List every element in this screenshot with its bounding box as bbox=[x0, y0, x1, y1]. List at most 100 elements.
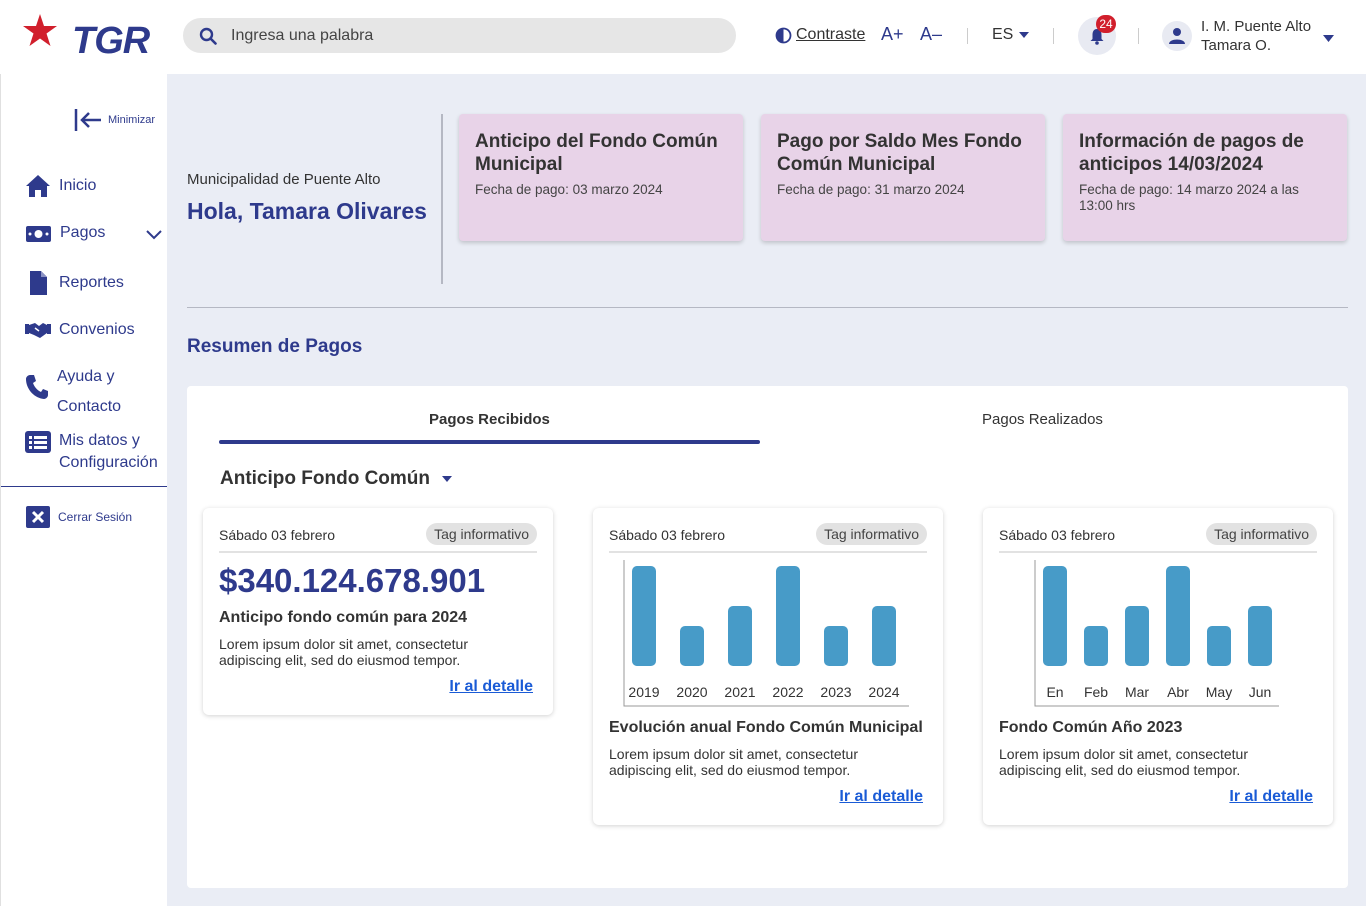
chart-card: Sábado 03 febrero Tag informativo En Feb M… bbox=[983, 508, 1333, 825]
close-icon bbox=[26, 506, 50, 528]
x-tick-label: Mar bbox=[1125, 684, 1149, 700]
greeting-divider bbox=[441, 114, 443, 284]
header-divider bbox=[1138, 28, 1139, 44]
x-tick-label: 2020 bbox=[676, 684, 707, 700]
contrast-toggle[interactable]: Contraste bbox=[775, 26, 865, 44]
chart-bar bbox=[776, 566, 800, 666]
fund-dropdown[interactable]: Anticipo Fondo Común bbox=[220, 468, 453, 490]
chart-bar bbox=[1084, 626, 1108, 666]
tab-pagos-realizados[interactable]: Pagos Realizados bbox=[982, 411, 1103, 428]
chart-bar bbox=[632, 566, 656, 666]
contrast-icon bbox=[775, 27, 792, 43]
active-tab-indicator bbox=[219, 440, 760, 444]
card-title: Fondo Común Año 2023 bbox=[999, 719, 1183, 736]
sidebar-item-convenios[interactable]: Convenios bbox=[25, 320, 135, 341]
detail-link[interactable]: Ir al detalle bbox=[1229, 788, 1313, 805]
search-bar bbox=[183, 18, 736, 53]
tgr-logo[interactable]: TGR bbox=[22, 12, 150, 62]
user-menu[interactable]: I. M. Puente Alto Tamara O. bbox=[1162, 17, 1335, 55]
x-tick-label: 2019 bbox=[628, 684, 659, 700]
card-description: Lorem ipsum dolor sit amet, consectetur … bbox=[999, 746, 1248, 778]
card-date: Sábado 03 febrero bbox=[609, 527, 725, 543]
notifications-button[interactable]: 24 bbox=[1078, 15, 1116, 55]
info-tag: Tag informativo bbox=[426, 523, 537, 545]
font-increase-button[interactable]: A+ bbox=[881, 24, 904, 44]
font-decrease-button[interactable]: A– bbox=[920, 24, 943, 44]
notice-card[interactable]: Pago por Saldo Mes Fondo Común Municipal… bbox=[761, 114, 1045, 241]
user-org: I. M. Puente Alto bbox=[1201, 18, 1312, 35]
chevron-down-icon[interactable] bbox=[146, 230, 162, 240]
amount-card: Sábado 03 febrero Tag informativo $340.1… bbox=[203, 508, 553, 715]
card-title: Anticipo fondo común para 2024 bbox=[219, 609, 468, 626]
notice-card[interactable]: Información de pagos de anticipos 14/03/… bbox=[1063, 114, 1347, 241]
x-tick-label: May bbox=[1206, 684, 1232, 700]
monthly-bar-chart: En Feb Mar Abr May Jun bbox=[1034, 560, 1279, 707]
info-tag: Tag informativo bbox=[816, 523, 927, 545]
chart-axis bbox=[623, 560, 909, 707]
sidebar: Minimizar Inicio Pagos Reportes bbox=[0, 74, 168, 906]
logo-text: TGR bbox=[72, 20, 150, 62]
notification-badge: 24 bbox=[1096, 15, 1116, 33]
chart-bar bbox=[1248, 606, 1272, 666]
section-title: Resumen de Pagos bbox=[187, 336, 363, 357]
dropdown-label: Anticipo Fondo Común bbox=[220, 468, 431, 489]
sidebar-item-reportes[interactable]: Reportes bbox=[25, 270, 124, 296]
logout-label: Cerrar Sesión bbox=[58, 510, 133, 524]
card-header: Sábado 03 febrero Tag informativo bbox=[609, 521, 927, 553]
caret-down-icon bbox=[1323, 34, 1335, 42]
tab-pagos-recibidos[interactable]: Pagos Recibidos bbox=[429, 411, 550, 428]
label-line: Contacto bbox=[57, 398, 122, 415]
x-tick-label: Jun bbox=[1249, 684, 1272, 700]
sidebar-item-inicio[interactable]: Inicio bbox=[25, 174, 96, 198]
notice-subtitle: Fecha de pago: 14 marzo 2024 a las 13:00… bbox=[1079, 182, 1299, 213]
chart-bar bbox=[1043, 566, 1067, 666]
sidebar-item-mis-datos[interactable]: Mis datos y Configuración bbox=[25, 430, 158, 474]
phone-icon bbox=[26, 375, 48, 399]
detail-link[interactable]: Ir al detalle bbox=[449, 678, 533, 695]
label-line: Configuración bbox=[59, 454, 158, 471]
language-select[interactable]: ES bbox=[992, 26, 1030, 44]
amount-value: $340.124.678.901 bbox=[219, 562, 486, 599]
main-content: Municipalidad de Puente Alto Hola, Tamar… bbox=[167, 74, 1366, 906]
logout-button[interactable]: Cerrar Sesión bbox=[26, 506, 132, 528]
card-date: Sábado 03 febrero bbox=[999, 527, 1115, 543]
top-header: TGR Contraste A+ A– ES 24 bbox=[0, 0, 1366, 74]
notice-subtitle: Fecha de pago: 31 marzo 2024 bbox=[777, 182, 965, 197]
chart-bar bbox=[824, 626, 848, 666]
star-icon bbox=[23, 14, 57, 46]
search-input[interactable] bbox=[231, 18, 721, 53]
sidebar-item-label: Pagos bbox=[60, 224, 106, 241]
card-description: Lorem ipsum dolor sit amet, consectetur … bbox=[609, 746, 858, 778]
chart-axis bbox=[1034, 560, 1279, 707]
card-header: Sábado 03 febrero Tag informativo bbox=[999, 521, 1317, 553]
notice-card[interactable]: Anticipo del Fondo Común Municipal Fecha… bbox=[459, 114, 743, 241]
handshake-icon bbox=[25, 323, 51, 338]
chart-bar bbox=[1207, 626, 1231, 666]
sidebar-item-label: Reportes bbox=[59, 274, 124, 291]
collapse-arrow-icon bbox=[74, 109, 101, 131]
annual-bar-chart: 2019 2020 2021 2022 2023 2024 bbox=[623, 560, 909, 707]
card-date: Sábado 03 febrero bbox=[219, 527, 335, 543]
sidebar-divider bbox=[1, 486, 168, 487]
sidebar-item-label: Mis datos y Configuración bbox=[59, 430, 158, 474]
chart-bar bbox=[680, 626, 704, 666]
list-icon bbox=[25, 431, 51, 453]
summary-panel: Pagos Recibidos Pagos Realizados Anticip… bbox=[187, 386, 1348, 888]
detail-link[interactable]: Ir al detalle bbox=[839, 788, 923, 805]
caret-down-icon bbox=[442, 476, 453, 482]
search-icon bbox=[199, 27, 217, 45]
money-icon bbox=[26, 226, 51, 242]
section-divider bbox=[187, 307, 1348, 308]
sidebar-item-ayuda[interactable]: Ayuda y Contacto bbox=[25, 366, 121, 418]
card-title: Evolución anual Fondo Común Municipal bbox=[609, 719, 923, 736]
info-tag: Tag informativo bbox=[1206, 523, 1317, 545]
document-icon bbox=[30, 271, 47, 295]
card-description: Lorem ipsum dolor sit amet, consectetur … bbox=[219, 636, 468, 668]
user-names: I. M. Puente Alto Tamara O. bbox=[1201, 17, 1311, 55]
user-icon bbox=[1169, 28, 1185, 44]
chart-card: Sábado 03 febrero Tag informativo 2019 20… bbox=[593, 508, 943, 825]
minimize-button[interactable]: Minimizar bbox=[74, 108, 155, 132]
sidebar-item-pagos[interactable]: Pagos bbox=[25, 224, 105, 244]
sidebar-item-label: Inicio bbox=[59, 177, 97, 194]
notice-title: Pago por Saldo Mes Fondo Común Municipal bbox=[777, 131, 1022, 175]
